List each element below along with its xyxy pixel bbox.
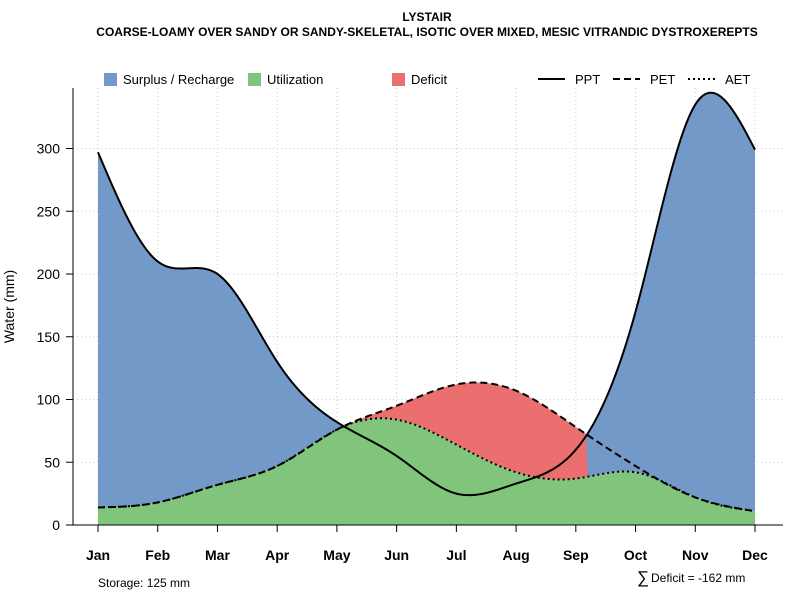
x-tick-label: Aug [502,547,529,563]
chart-subtitle: COARSE-LOAMY OVER SANDY OR SANDY-SKELETA… [96,25,757,39]
legend-label: Utilization [267,72,323,87]
y-tick-label: 200 [37,266,61,282]
legend-swatch [248,73,261,86]
y-tick-label: 150 [37,329,61,345]
x-tick-label: Jan [86,547,110,563]
utilization-area-base [98,418,755,525]
legend-label: Surplus / Recharge [123,72,234,87]
area-fills [98,92,755,525]
x-tick-label: Nov [682,547,709,563]
x-tick-label: Apr [265,547,290,563]
ppt-line [97,91,756,497]
y-axis-label: Water (mm) [1,270,17,343]
legend-label: PET [650,72,675,87]
sum-symbol: ∑ [637,568,649,587]
chart-title: LYSTAIR [402,10,452,24]
x-tick-label: Oct [624,547,648,563]
legend-swatch [392,73,405,86]
recharge-area [98,92,755,512]
storage-annotation: Storage: 125 mm [98,576,190,590]
x-tick-label: Jul [446,547,466,563]
legend-label: Deficit [411,72,448,87]
series-lines [97,91,756,513]
deficit-annotation: Deficit = -162 mm [651,571,745,585]
legend-swatch [104,73,117,86]
y-tick-label: 50 [44,454,60,470]
x-tick-label: Sep [563,547,589,563]
y-tick-label: 300 [37,141,61,157]
legend-label: PPT [575,72,600,87]
x-tick-label: Mar [205,547,230,563]
legend: Surplus / Recharge Utilization Deficit PPT P… [104,72,750,87]
y-tick-label: 0 [52,517,60,533]
axes: 0 50 100 150 200 250 300 Jan Feb Mar Apr May Jun Jul A… [37,88,783,563]
x-tick-label: May [323,547,350,563]
y-tick-label: 250 [37,203,61,219]
legend-label: AET [725,72,750,87]
x-tick-label: Feb [145,547,170,563]
pet-line [97,381,756,513]
deficit-area [98,382,755,512]
x-tick-label: Dec [742,547,768,563]
y-tick-label: 100 [37,392,61,408]
x-tick-label: Jun [384,547,409,563]
